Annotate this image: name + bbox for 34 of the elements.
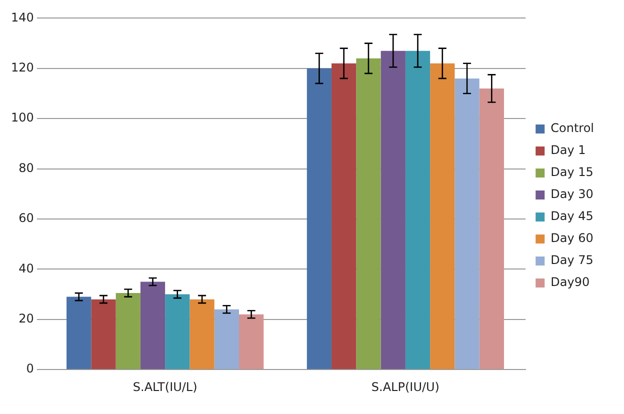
legend-label: Day 45 (550, 209, 594, 224)
x-tick-label: S.ALT(IU/L) (132, 380, 198, 394)
y-tick-label: 140 (11, 10, 34, 24)
bar (140, 282, 166, 370)
bar (214, 309, 239, 370)
legend-label: Day 30 (550, 187, 594, 202)
legend-label: Day 15 (550, 165, 594, 180)
bar (380, 50, 406, 370)
bar (91, 299, 116, 370)
bar (479, 88, 504, 370)
bar (190, 299, 214, 370)
legend-label: Control (550, 121, 594, 136)
bar (356, 58, 381, 370)
y-tick-label: 40 (18, 261, 34, 276)
x-tick-label: S.ALP(IU/U) (371, 380, 440, 394)
legend-label: Day 60 (550, 231, 594, 246)
bar (238, 314, 264, 370)
bar (66, 296, 92, 370)
bar (116, 293, 140, 370)
y-tick-label: 100 (11, 110, 34, 125)
bar (405, 50, 430, 370)
legend-label: Day90 (550, 275, 590, 290)
bar (306, 68, 332, 370)
bar (454, 78, 480, 370)
y-tick-label: 120 (11, 60, 34, 75)
bar (165, 294, 190, 370)
legend-label: Day 1 (550, 143, 586, 158)
y-tick-label: 20 (18, 312, 34, 326)
y-tick-label: 0 (26, 362, 34, 376)
bar (430, 63, 455, 370)
legend-label: Day 75 (550, 253, 594, 268)
bar (332, 63, 356, 370)
y-tick-label: 80 (18, 160, 34, 175)
y-tick-label: 60 (18, 211, 34, 226)
